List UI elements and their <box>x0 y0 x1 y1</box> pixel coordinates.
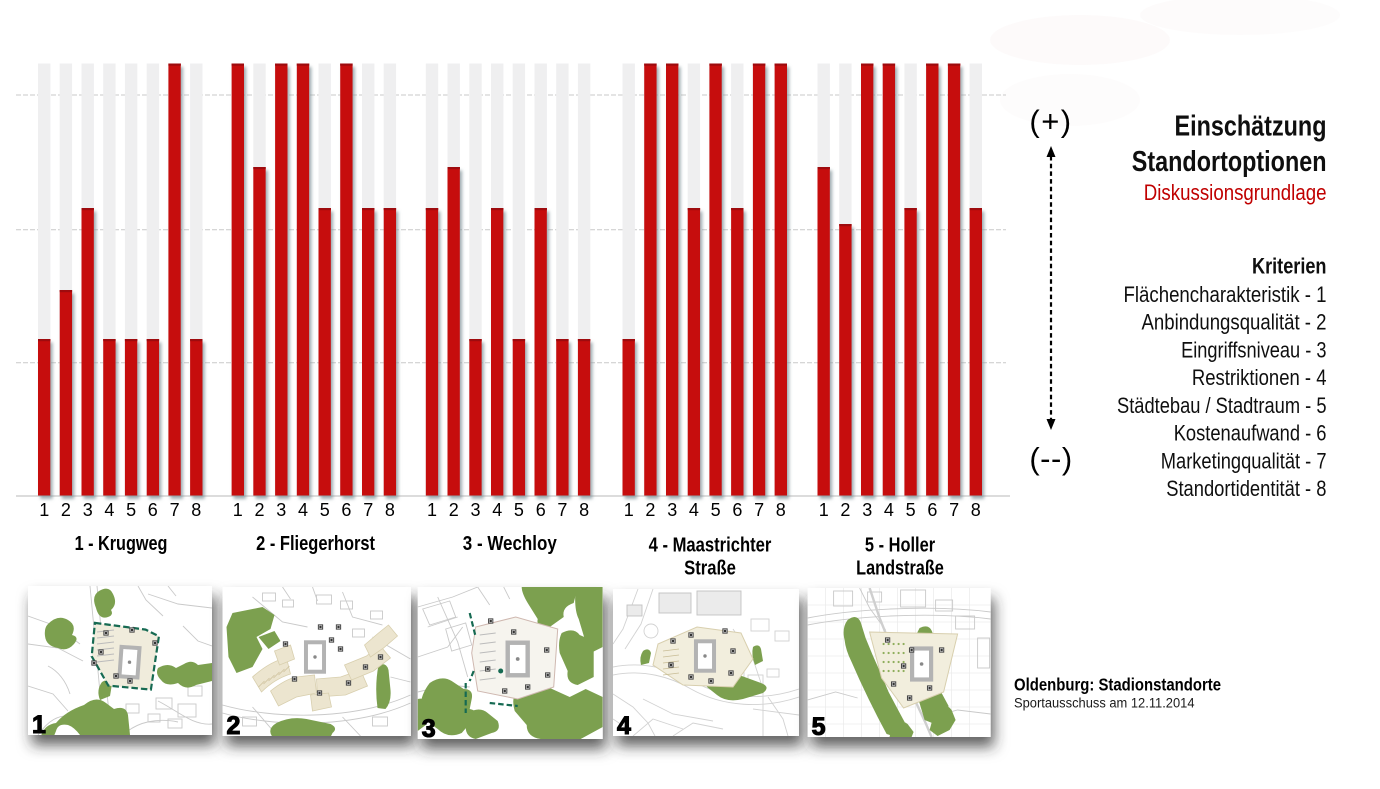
svg-text:Eingriffsniveau - 3: Eingriffsniveau - 3 <box>1181 337 1326 362</box>
svg-text:4: 4 <box>617 712 631 740</box>
svg-text:6: 6 <box>148 500 158 520</box>
svg-text:4: 4 <box>104 500 114 520</box>
svg-text:1: 1 <box>233 500 243 520</box>
svg-text:3: 3 <box>667 500 677 520</box>
svg-text:8: 8 <box>385 500 395 520</box>
svg-text:1 - Krugweg: 1 - Krugweg <box>75 533 168 555</box>
svg-text:Straße: Straße <box>684 558 736 580</box>
svg-text:5: 5 <box>126 500 136 520</box>
svg-text:Standortoptionen: Standortoptionen <box>1132 146 1327 178</box>
svg-text:Einschätzung: Einschätzung <box>1175 111 1327 143</box>
svg-text:2: 2 <box>645 500 655 520</box>
svg-text:Restriktionen - 4: Restriktionen - 4 <box>1192 365 1327 390</box>
svg-text:8: 8 <box>971 500 981 520</box>
svg-text:5: 5 <box>906 500 916 520</box>
svg-text:7: 7 <box>170 500 180 520</box>
svg-text:6: 6 <box>927 500 937 520</box>
svg-text:3: 3 <box>83 500 93 520</box>
svg-text:1: 1 <box>819 500 829 520</box>
svg-text:4: 4 <box>492 500 502 520</box>
svg-text:7: 7 <box>754 500 764 520</box>
svg-text:1: 1 <box>427 500 437 520</box>
svg-text:Sportausschuss am 12.11.2014: Sportausschuss am 12.11.2014 <box>1014 696 1195 711</box>
svg-text:3: 3 <box>470 500 480 520</box>
svg-text:Flächencharakteristik - 1: Flächencharakteristik - 1 <box>1124 282 1327 307</box>
svg-text:Landstraße: Landstraße <box>856 558 944 580</box>
svg-text:6: 6 <box>341 500 351 520</box>
svg-text:4: 4 <box>689 500 699 520</box>
svg-text:1: 1 <box>624 500 634 520</box>
svg-text:Oldenburg: Stadionstandorte: Oldenburg: Stadionstandorte <box>1014 674 1221 694</box>
svg-text:8: 8 <box>579 500 589 520</box>
svg-text:Kostenaufwand - 6: Kostenaufwand - 6 <box>1174 421 1327 446</box>
svg-text:4: 4 <box>298 500 308 520</box>
svg-text:3 - Wechloy: 3 - Wechloy <box>463 533 558 555</box>
svg-text:6: 6 <box>536 500 546 520</box>
svg-text:(--): (--) <box>1029 441 1072 476</box>
svg-text:5 - Holler: 5 - Holler <box>865 535 935 557</box>
svg-text:5: 5 <box>812 713 826 741</box>
svg-text:2: 2 <box>840 500 850 520</box>
svg-text:2: 2 <box>227 712 240 740</box>
svg-text:Standortidentität - 8: Standortidentität - 8 <box>1166 476 1326 501</box>
svg-text:1: 1 <box>39 500 49 520</box>
svg-text:3: 3 <box>422 715 435 743</box>
svg-text:2: 2 <box>61 500 71 520</box>
svg-text:8: 8 <box>191 500 201 520</box>
svg-text:3: 3 <box>862 500 872 520</box>
svg-text:Städtebau / Stadtraum - 5: Städtebau / Stadtraum - 5 <box>1117 393 1327 418</box>
svg-text:2 - Fliegerhorst: 2 - Fliegerhorst <box>256 533 375 555</box>
svg-text:2: 2 <box>449 500 459 520</box>
svg-text:(+): (+) <box>1029 104 1072 139</box>
svg-text:3: 3 <box>276 500 286 520</box>
svg-text:5: 5 <box>711 500 721 520</box>
svg-text:7: 7 <box>557 500 567 520</box>
svg-text:Anbindungsqualität - 2: Anbindungsqualität - 2 <box>1142 310 1327 335</box>
svg-text:4: 4 <box>884 500 894 520</box>
svg-text:Kriterien: Kriterien <box>1252 254 1327 279</box>
svg-text:2: 2 <box>254 500 264 520</box>
svg-text:7: 7 <box>949 500 959 520</box>
svg-text:4 - Maastrichter: 4 - Maastrichter <box>649 535 772 557</box>
svg-text:Diskussionsgrundlage: Diskussionsgrundlage <box>1144 180 1327 205</box>
svg-text:5: 5 <box>320 500 330 520</box>
svg-text:1: 1 <box>32 711 46 739</box>
svg-text:5: 5 <box>514 500 524 520</box>
svg-text:8: 8 <box>776 500 786 520</box>
svg-text:7: 7 <box>363 500 373 520</box>
svg-text:6: 6 <box>732 500 742 520</box>
svg-text:Marketingqualität - 7: Marketingqualität - 7 <box>1161 448 1327 473</box>
